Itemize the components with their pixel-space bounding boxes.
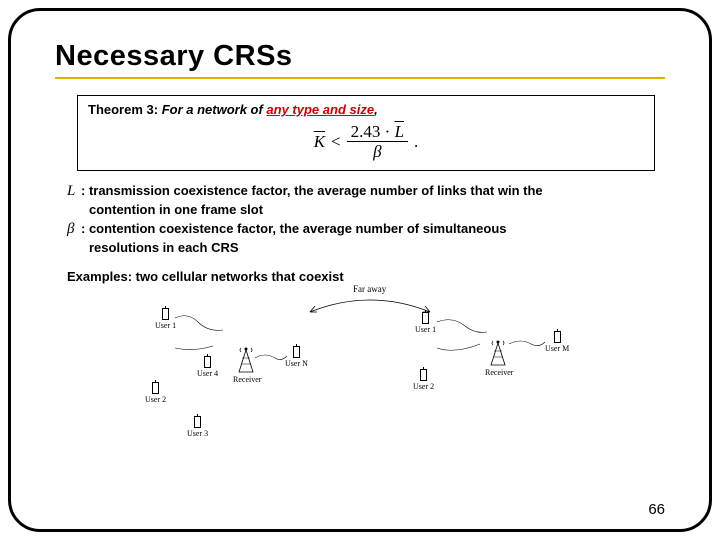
theorem-part2: , bbox=[374, 102, 378, 117]
formula-tail: . bbox=[414, 132, 418, 152]
formula: K < 2.43 · L β . bbox=[88, 123, 644, 160]
far-away-label: Far away bbox=[353, 284, 386, 294]
formula-num-a: 2.43 bbox=[351, 122, 381, 141]
def-L-text1: : transmission coexistence factor, the a… bbox=[81, 183, 543, 198]
theorem-statement: Theorem 3: For a network of any type and… bbox=[88, 102, 644, 117]
tower-icon bbox=[487, 339, 509, 367]
right-waves-left bbox=[435, 316, 490, 356]
theorem-part1: For a network of bbox=[162, 102, 267, 117]
slide-title: Necessary CRSs bbox=[55, 40, 665, 79]
symbol-beta: β bbox=[67, 219, 81, 239]
theorem-emph: any type and size bbox=[266, 102, 374, 117]
left-waves bbox=[173, 312, 233, 362]
left-user-2: User 2 bbox=[145, 382, 166, 404]
right-receiver-label: Receiver bbox=[485, 368, 511, 377]
formula-den: β bbox=[373, 142, 381, 160]
def-L-line1: L: transmission coexistence factor, the … bbox=[67, 181, 665, 201]
theorem-prefix: Theorem 3: bbox=[88, 102, 162, 117]
right-user-m: User M bbox=[545, 331, 569, 353]
def-beta-line1: β: contention coexistence factor, the av… bbox=[67, 219, 665, 239]
formula-op: < bbox=[331, 132, 341, 152]
network-diagram: Far away User 1 User 2 User 3 User 4 Use… bbox=[145, 284, 595, 439]
left-wave-n bbox=[253, 350, 289, 364]
formula-lhs: K bbox=[314, 132, 325, 152]
definitions: L: transmission coexistence factor, the … bbox=[67, 181, 665, 257]
theorem-box: Theorem 3: For a network of any type and… bbox=[77, 95, 655, 171]
def-L-line2: contention in one frame slot bbox=[89, 201, 665, 219]
slide-content: Necessary CRSs Theorem 3: For a network … bbox=[55, 40, 665, 439]
far-away-arc bbox=[305, 294, 435, 314]
left-receiver-label: Receiver bbox=[233, 375, 259, 384]
def-beta-line2: resolutions in each CRS bbox=[89, 239, 665, 257]
def-beta-text1: : contention coexistence factor, the ave… bbox=[81, 221, 507, 236]
formula-fraction: 2.43 · L β bbox=[347, 123, 408, 160]
examples-label: Examples: two cellular networks that coe… bbox=[67, 269, 665, 284]
formula-dot: · bbox=[385, 122, 391, 141]
symbol-L: L bbox=[67, 181, 81, 201]
formula-num-b: L bbox=[395, 122, 404, 141]
right-user-1: User 1 bbox=[415, 312, 436, 334]
page-number: 66 bbox=[648, 501, 665, 518]
left-user-3: User 3 bbox=[187, 416, 208, 438]
right-user-2: User 2 bbox=[413, 369, 434, 391]
right-wave-m bbox=[507, 336, 547, 350]
